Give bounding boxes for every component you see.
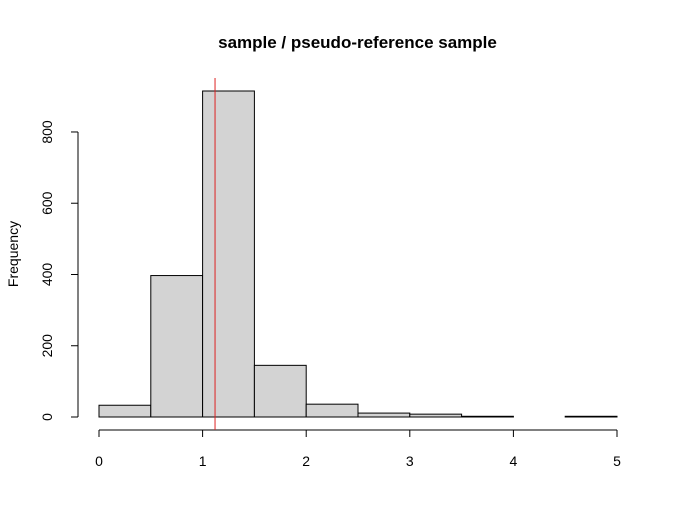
y-axis: 0 200 400 600 800 — [39, 120, 79, 421]
y-tick-label-800: 800 — [39, 120, 55, 144]
y-tick-label-400: 400 — [39, 263, 55, 287]
bars-group — [98, 90, 618, 418]
histogram-bar-2 — [202, 90, 255, 418]
histogram-bar-1 — [150, 275, 204, 418]
x-tick-label-1: 1 — [199, 453, 207, 469]
histogram-bar-7 — [461, 415, 514, 418]
histogram-bar-6 — [409, 413, 463, 418]
histogram-bar-0 — [98, 404, 152, 418]
chart-title: sample / pseudo-reference sample — [218, 33, 497, 52]
x-tick-label-5: 5 — [613, 453, 621, 469]
x-axis: 0 1 2 3 4 5 — [95, 429, 621, 469]
histogram-bar-5 — [357, 412, 411, 418]
histogram-bar-3 — [253, 364, 307, 418]
x-tick-label-0: 0 — [95, 453, 103, 469]
x-tick-label-2: 2 — [302, 453, 310, 469]
x-tick-label-4: 4 — [510, 453, 518, 469]
y-tick-label-200: 200 — [39, 334, 55, 358]
x-tick-label-3: 3 — [406, 453, 414, 469]
y-tick-label-600: 600 — [39, 191, 55, 215]
histogram-bar-4 — [305, 403, 359, 418]
histogram-bar-9 — [564, 415, 618, 418]
y-axis-label: Frequency — [5, 221, 21, 287]
y-tick-label-0: 0 — [39, 413, 55, 421]
